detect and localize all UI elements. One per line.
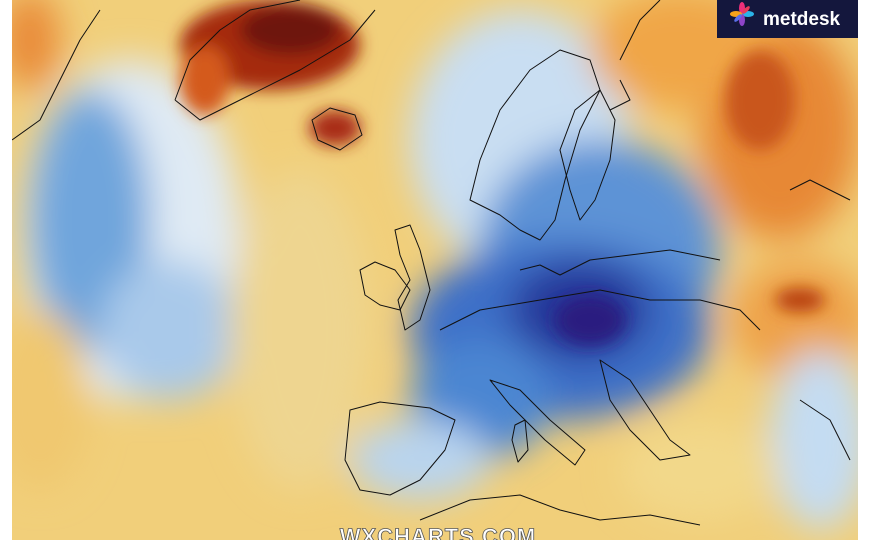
logo-text: metdesk bbox=[763, 9, 841, 30]
logo: metdesk bbox=[717, 0, 858, 38]
logo-icon bbox=[730, 2, 754, 26]
frame-right bbox=[858, 0, 871, 540]
watermark: WXCHARTS.COM bbox=[340, 524, 537, 540]
